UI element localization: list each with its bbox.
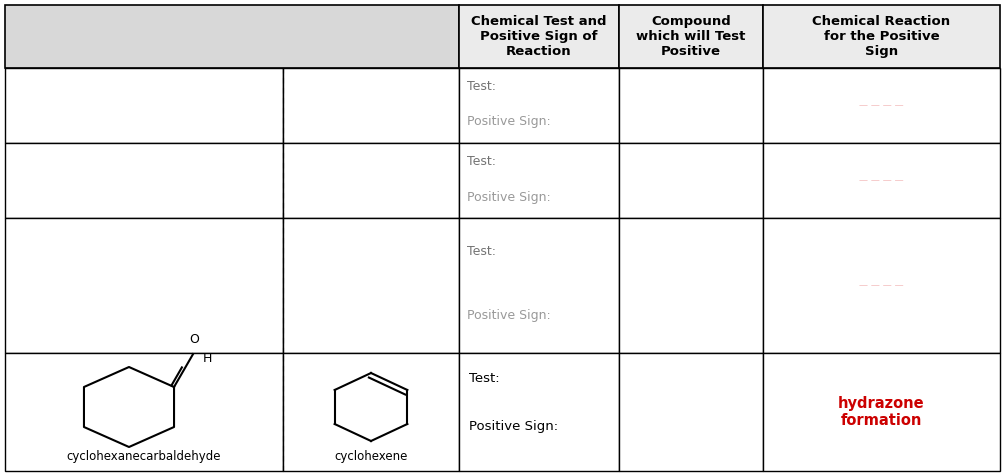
Bar <box>763 218 1000 353</box>
Text: Compound
which will Test
Positive: Compound which will Test Positive <box>636 15 746 58</box>
Bar <box>459 5 619 68</box>
Bar <box>763 5 1000 68</box>
Text: Test:: Test: <box>467 80 496 93</box>
Text: Test:: Test: <box>469 372 499 386</box>
Bar <box>5 353 283 471</box>
Bar <box>5 143 283 218</box>
Bar <box>619 143 763 218</box>
Text: — — — —: — — — — <box>859 281 903 290</box>
Text: — — — —: — — — — <box>859 176 903 185</box>
Bar <box>459 68 619 143</box>
Bar <box>763 143 1000 218</box>
Bar <box>283 143 459 218</box>
Bar <box>459 143 619 218</box>
Bar <box>763 353 1000 471</box>
Bar <box>619 5 763 68</box>
Bar <box>5 68 283 143</box>
Text: Chemical Test and
Positive Sign of
Reaction: Chemical Test and Positive Sign of React… <box>471 15 607 58</box>
Bar <box>763 68 1000 143</box>
Bar <box>459 218 619 353</box>
Text: H: H <box>202 352 212 365</box>
Bar <box>619 218 763 353</box>
Text: hydrazone
formation: hydrazone formation <box>838 396 925 428</box>
Text: Positive Sign:: Positive Sign: <box>467 309 551 322</box>
Bar <box>283 68 459 143</box>
Text: Test:: Test: <box>467 245 496 258</box>
Text: O: O <box>189 333 199 346</box>
Text: cyclohexanecarbaldehyde: cyclohexanecarbaldehyde <box>66 450 221 463</box>
Bar <box>459 353 619 471</box>
Bar <box>5 5 459 68</box>
Text: Chemical Reaction
for the Positive
Sign: Chemical Reaction for the Positive Sign <box>812 15 951 58</box>
Bar <box>619 353 763 471</box>
Text: Positive Sign:: Positive Sign: <box>467 190 551 204</box>
Text: Test:: Test: <box>467 155 496 168</box>
Text: cyclohexene: cyclohexene <box>335 450 408 463</box>
Text: Positive Sign:: Positive Sign: <box>467 116 551 129</box>
Bar <box>619 68 763 143</box>
Text: — — — —: — — — — <box>859 101 903 110</box>
Text: Positive Sign:: Positive Sign: <box>469 420 558 433</box>
Bar <box>283 218 459 353</box>
Bar <box>5 218 283 353</box>
Bar <box>283 353 459 471</box>
